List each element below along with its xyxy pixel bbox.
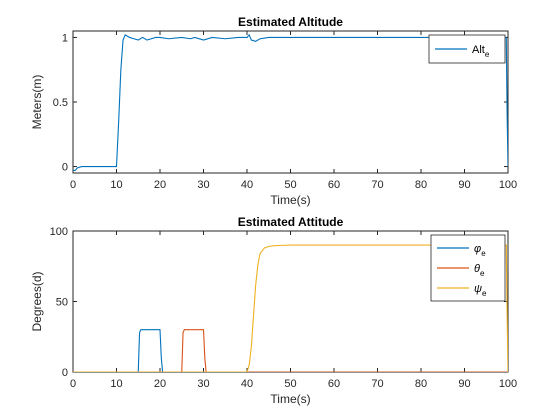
x-tick-label: 20	[154, 378, 166, 390]
x-tick-label: 30	[197, 378, 209, 390]
legend: φe θe ψe	[430, 234, 506, 302]
y-tick-label: 50	[56, 297, 68, 309]
subplot-2: Estimated Attitude 0 10 20 30 40 50 60 70 80 90 100…	[30, 215, 517, 406]
x-tick-label: 90	[458, 378, 470, 390]
x-tick-label: 80	[415, 179, 427, 191]
x-tick-label: 90	[458, 179, 470, 191]
y-tick-label: 0.5	[53, 97, 68, 109]
y-tick-label: 1	[62, 32, 68, 44]
y-axis-label: Meters(m)	[30, 75, 44, 130]
x-tick-label: 0	[70, 179, 76, 191]
legend: Alte	[428, 34, 506, 64]
series-line-1	[73, 33, 508, 171]
x-tick-label: 50	[284, 179, 296, 191]
series-line-1	[73, 329, 508, 372]
series-line-2	[73, 329, 508, 372]
x-tick-label: 50	[284, 378, 296, 390]
legend-entry-label: Alte	[472, 44, 490, 59]
y-tick-label: 100	[50, 226, 68, 238]
y-tick-label: 0	[62, 162, 68, 174]
x-axis-label: Time(s)	[270, 193, 310, 207]
x-tick-label: 70	[371, 378, 383, 390]
x-tick-label: 10	[110, 179, 122, 191]
series-line-3	[73, 244, 508, 372]
x-tick-label: 0	[70, 378, 76, 390]
legend-entry-label: θe	[474, 263, 485, 278]
x-tick-label: 70	[371, 179, 383, 191]
legend-entry-label: φe	[474, 243, 486, 258]
y-axis-label: Degrees(d)	[30, 271, 44, 331]
x-tick-label: 40	[241, 378, 253, 390]
chart-title: Estimated Altitude	[238, 15, 343, 29]
x-tick-label: 10	[110, 378, 122, 390]
x-tick-label: 60	[328, 378, 340, 390]
x-tick-label: 40	[241, 179, 253, 191]
chart-title: Estimated Attitude	[238, 215, 344, 229]
x-tick-label: 80	[415, 378, 427, 390]
x-tick-label: 100	[499, 179, 517, 191]
x-tick-label: 100	[499, 378, 517, 390]
x-tick-label: 60	[328, 179, 340, 191]
legend-entry-label: ψe	[474, 283, 487, 298]
x-tick-label: 20	[154, 179, 166, 191]
x-tick-label: 30	[197, 179, 209, 191]
x-axis-label: Time(s)	[270, 392, 310, 406]
y-tick-label: 0	[62, 367, 68, 379]
